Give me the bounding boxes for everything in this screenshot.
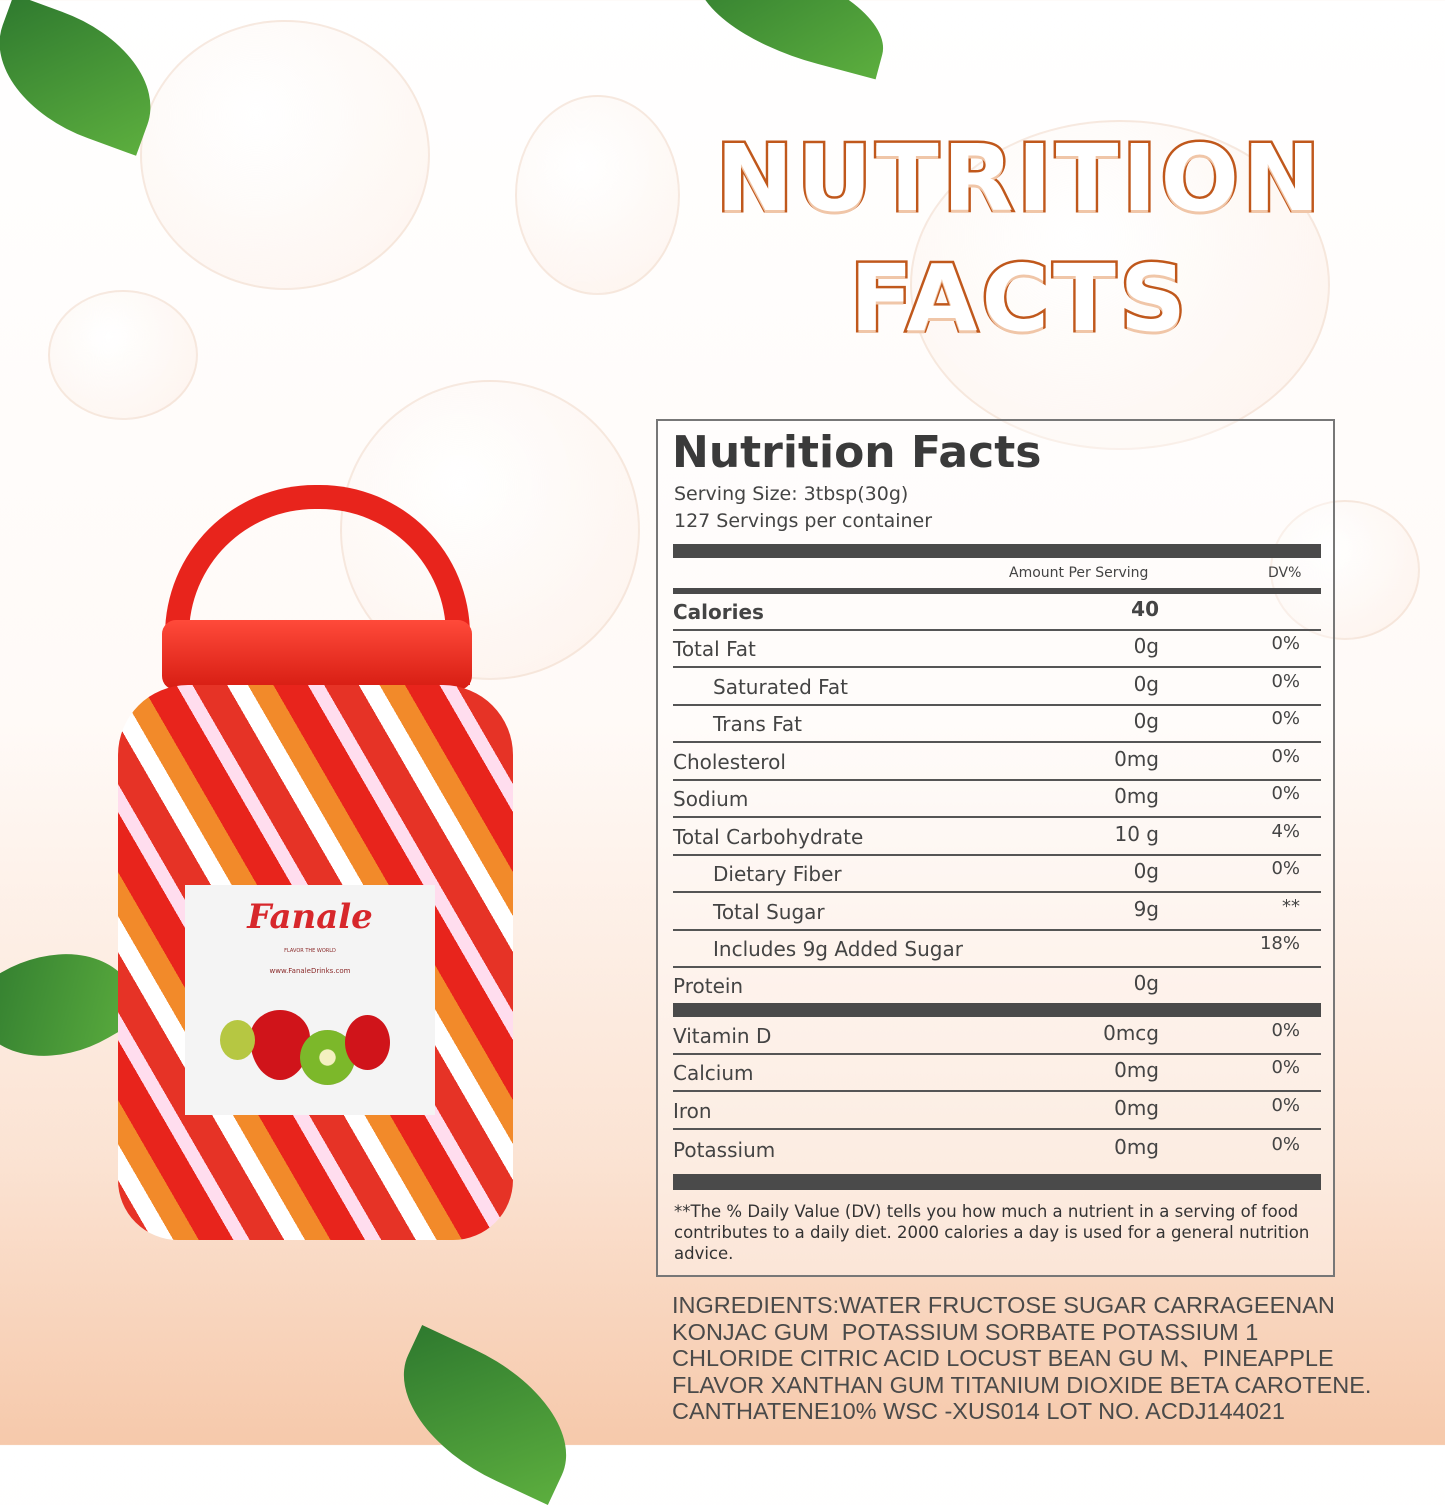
leaf-decoration [682, 0, 898, 80]
nutrient-amount: 0g [1133, 671, 1159, 696]
nutrient-dv: 0% [1271, 783, 1300, 804]
nutrient-amount: 0mg [1114, 1095, 1159, 1120]
panel-title: Nutrition Facts [672, 427, 1042, 478]
nutrient-dv: 0% [1271, 1094, 1300, 1116]
nutrient-amount: 0mcg [1103, 1020, 1159, 1045]
bubble [48, 290, 198, 420]
nutrient-name: Includes 9g Added Sugar [713, 937, 963, 961]
nutrient-row: Calcium 0mg 0% [673, 1055, 1321, 1092]
nutrient-amount: 40 [1131, 596, 1159, 621]
nutrient-dv: 18% [1259, 933, 1300, 954]
nutrient-dv: 4% [1271, 820, 1300, 842]
nutrient-name: Total Carbohydrate [673, 824, 864, 849]
serving-size: Serving Size: 3tbsp(30g) [674, 483, 909, 505]
nutrient-name: Cholesterol [673, 749, 786, 774]
bubble [140, 20, 430, 290]
brand-tagline: FLAVOR THE WORLD [284, 948, 336, 954]
nutrient-name: Calories [673, 599, 764, 624]
nutrient-row: Total Fat 0g 0% [673, 631, 1321, 668]
nutrient-row: Potassium 0mg 0% [673, 1130, 1321, 1168]
nutrient-name: Potassium [673, 1138, 776, 1162]
headline-line1: NUTRITION [714, 123, 1324, 235]
nutrient-dv: 0% [1271, 1019, 1300, 1041]
nutrient-amount: 10 g [1114, 821, 1159, 846]
nutrient-rows: Calories 40 Total Fat 0g 0% Saturated Fat 0g 0%… [673, 593, 1321, 1167]
nutrient-dv: 0% [1271, 670, 1300, 692]
nutrient-amount: 0mg [1114, 784, 1159, 808]
nutrient-dv: ** [1282, 895, 1300, 917]
servings-per-container: 127 Servings per container [674, 510, 933, 532]
leaf-decoration [375, 1325, 595, 1505]
nutrient-name: Trans Fat [713, 712, 802, 736]
bubble [1270, 500, 1420, 640]
nutrient-row: Includes 9g Added Sugar 18% [673, 931, 1321, 968]
nutrient-dv: 0% [1271, 1057, 1300, 1078]
ingredients-text: INGREDIENTS:WATER FRUCTOSE SUGAR CARRAGE… [672, 1292, 1372, 1424]
nutrient-name: Dietary Fiber [713, 862, 842, 886]
fruit-image [220, 1000, 400, 1090]
header-amount: Amount Per Serving [1009, 565, 1149, 581]
nutrient-dv: 0% [1271, 708, 1300, 729]
bubble [515, 95, 680, 295]
nutrient-dv: 0% [1271, 633, 1300, 654]
nutrient-name: Iron [673, 1098, 712, 1123]
nutrient-amount: 0g [1133, 634, 1159, 658]
nutrient-name: Sodium [673, 787, 749, 811]
product-jar: Fanale FLAVOR THE WORLD www.FanaleDrinks… [110, 485, 520, 1245]
nutrient-name: Protein [673, 974, 744, 998]
nutrient-dv: 0% [1271, 858, 1300, 879]
brand-logo: Fanale [247, 897, 373, 937]
nutrient-amount: 0mg [1114, 746, 1159, 771]
nutrient-name: Vitamin D [673, 1023, 772, 1048]
nutrient-row: Cholesterol 0mg 0% [673, 743, 1321, 781]
nutrient-row: Calories 40 [673, 593, 1321, 631]
nutrient-dv: 0% [1271, 1134, 1300, 1155]
nutrient-amount: 0g [1133, 709, 1159, 733]
bubble [910, 120, 1330, 450]
header-dv: DV% [1268, 565, 1302, 581]
nutrient-amount: 0mg [1114, 1058, 1159, 1082]
nutrient-amount: 0mg [1114, 1135, 1159, 1159]
nutrient-row: Total Carbohydrate 10 g 4% [673, 818, 1321, 856]
divider-thick [673, 544, 1321, 558]
nutrient-name: Total Sugar [713, 899, 825, 924]
nutrition-facts-panel: Nutrition Facts Serving Size: 3tbsp(30g)… [656, 419, 1335, 1277]
divider-thick [673, 1174, 1321, 1190]
nutrient-row: Iron 0mg 0% [673, 1092, 1321, 1130]
headline-line2: FACTS [847, 243, 1191, 355]
nutrient-amount: 0g [1133, 971, 1159, 995]
nutrient-name: Total Fat [673, 637, 756, 661]
nutrient-row: Trans Fat 0g 0% [673, 706, 1321, 743]
nutrient-amount: 9g [1133, 896, 1159, 921]
brand-website: www.FanaleDrinks.com [269, 967, 351, 975]
nutrient-row: Total Sugar 9g ** [673, 893, 1321, 931]
nutrient-name: Saturated Fat [713, 674, 848, 699]
nutrient-name: Calcium [673, 1061, 754, 1085]
footnote: **The % Daily Value (DV) tells you how m… [674, 1202, 1310, 1263]
nutrient-row: Dietary Fiber 0g 0% [673, 856, 1321, 893]
nutrient-dv: 0% [1271, 745, 1300, 767]
nutrient-row: Sodium 0mg 0% [673, 781, 1321, 818]
nutrient-row: Saturated Fat 0g 0% [673, 668, 1321, 706]
nutrient-amount: 0g [1133, 859, 1159, 883]
product-label: Fanale FLAVOR THE WORLD www.FanaleDrinks… [185, 885, 435, 1115]
jar-lid [162, 620, 472, 690]
nutrient-row: Vitamin D 0mcg 0% [673, 1017, 1321, 1055]
divider-medium [673, 588, 1321, 594]
nutrient-row: Protein 0g [673, 968, 1321, 1017]
